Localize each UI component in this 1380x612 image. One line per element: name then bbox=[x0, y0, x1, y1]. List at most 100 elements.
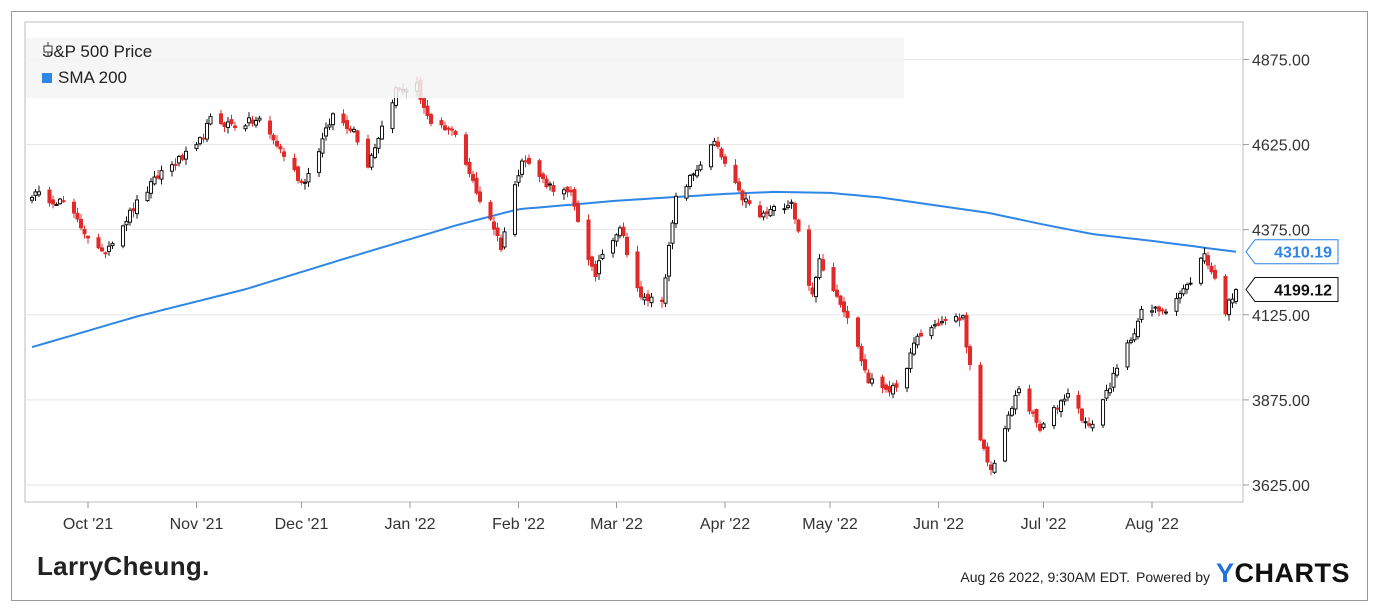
candle-body bbox=[978, 364, 983, 441]
ycharts-logo[interactable]: YCHARTS bbox=[1215, 558, 1350, 588]
candle-body bbox=[372, 147, 378, 158]
candle-body bbox=[1149, 310, 1155, 313]
candle-body bbox=[1076, 394, 1081, 409]
candle-body bbox=[379, 125, 385, 140]
candle-body bbox=[446, 127, 451, 130]
candle-body bbox=[904, 367, 910, 389]
candle-body bbox=[712, 140, 717, 146]
candle-body bbox=[890, 384, 896, 395]
candle-body bbox=[474, 177, 479, 194]
candle-body bbox=[831, 267, 836, 292]
sma-200-line bbox=[31, 190, 1237, 349]
candle-body bbox=[638, 286, 644, 298]
chart-legend: S&P 500 Price SMA 200 bbox=[26, 38, 904, 98]
candle-body bbox=[365, 138, 371, 168]
candle-body bbox=[1132, 333, 1137, 341]
candle-body bbox=[666, 245, 672, 277]
candle-body bbox=[523, 160, 528, 163]
last-sma-value-tag-box bbox=[1245, 239, 1339, 265]
candle-body bbox=[421, 98, 427, 108]
candle-body bbox=[708, 144, 714, 168]
candle-body bbox=[495, 227, 500, 237]
candle-body bbox=[127, 209, 133, 223]
candle-body bbox=[1160, 309, 1165, 312]
candle-body bbox=[845, 310, 850, 319]
candle-body bbox=[796, 219, 801, 232]
candle-body bbox=[33, 191, 38, 196]
candle-body bbox=[869, 378, 875, 384]
candle-body bbox=[1058, 400, 1064, 412]
candle-body bbox=[1114, 367, 1120, 376]
candle-body bbox=[428, 114, 434, 124]
x-tick-label: Jun '22 bbox=[913, 516, 964, 533]
candle-body bbox=[596, 260, 602, 275]
candle-body bbox=[747, 200, 752, 205]
legend-price-label: S&P 500 Price bbox=[42, 42, 153, 61]
candle-body bbox=[488, 202, 493, 220]
candle-body bbox=[1198, 257, 1204, 284]
candle-body bbox=[1051, 407, 1057, 427]
candle-body bbox=[694, 169, 700, 177]
candle-body bbox=[981, 439, 987, 449]
candle-body bbox=[572, 189, 577, 207]
candle-body bbox=[764, 211, 770, 215]
candle-body bbox=[1083, 421, 1088, 424]
candle-body bbox=[1037, 423, 1043, 431]
candle-body bbox=[939, 321, 945, 324]
candle-body bbox=[131, 208, 136, 212]
sma-swatch-icon bbox=[42, 73, 52, 83]
y-tick-label: 3875.00 bbox=[1252, 393, 1310, 410]
candle-body bbox=[225, 121, 231, 128]
candle-body bbox=[1030, 411, 1036, 414]
x-tick-label: Mar '22 bbox=[590, 516, 643, 533]
candle-body bbox=[1205, 255, 1211, 266]
candle-body bbox=[274, 140, 280, 147]
candle-body bbox=[715, 141, 721, 147]
candle-body bbox=[785, 205, 791, 209]
candle-body bbox=[547, 183, 553, 186]
candle-body bbox=[614, 234, 619, 242]
last-price-value-tag-box bbox=[1245, 277, 1339, 303]
candle-body bbox=[568, 189, 574, 193]
x-tick-label: Oct '21 bbox=[63, 516, 113, 533]
candle-body bbox=[78, 219, 84, 229]
candle-body bbox=[621, 226, 626, 237]
candle-body bbox=[148, 181, 154, 194]
candle-body bbox=[659, 299, 665, 302]
legend-item-price[interactable]: S&P 500 Price bbox=[42, 42, 152, 62]
candle-body bbox=[1139, 309, 1144, 320]
candle-body bbox=[908, 352, 913, 369]
candle-body bbox=[957, 317, 962, 321]
candle-body bbox=[936, 322, 941, 326]
candle-body bbox=[106, 245, 112, 252]
candle-body bbox=[1233, 289, 1239, 302]
candle-body bbox=[1156, 306, 1162, 312]
candle-body bbox=[645, 293, 651, 302]
candle-body bbox=[862, 359, 868, 371]
candle-body bbox=[306, 173, 311, 183]
candle-body bbox=[176, 156, 182, 164]
legend-item-sma[interactable]: SMA 200 bbox=[42, 68, 127, 88]
candle-body bbox=[813, 277, 819, 298]
candle-body bbox=[943, 318, 948, 321]
candle-body bbox=[1079, 408, 1085, 421]
candle-body bbox=[250, 119, 255, 124]
candle-body bbox=[663, 277, 668, 304]
candle-body bbox=[617, 227, 623, 237]
last-price-value-tag: 4199.12 bbox=[1274, 283, 1332, 300]
candle-body bbox=[540, 173, 546, 179]
candle-body bbox=[218, 113, 224, 125]
brand-logo: LarryCheung. bbox=[37, 551, 210, 581]
candle-body bbox=[124, 221, 129, 226]
candle-body bbox=[292, 157, 297, 171]
candle-body bbox=[1230, 298, 1235, 304]
candle-body bbox=[75, 212, 80, 220]
candle-body bbox=[887, 386, 892, 393]
candle-body bbox=[1055, 407, 1060, 410]
candle-body bbox=[761, 212, 766, 218]
candle-body bbox=[267, 120, 273, 135]
candle-body bbox=[502, 231, 507, 248]
candle-body bbox=[883, 384, 889, 390]
candle-body bbox=[330, 113, 336, 126]
